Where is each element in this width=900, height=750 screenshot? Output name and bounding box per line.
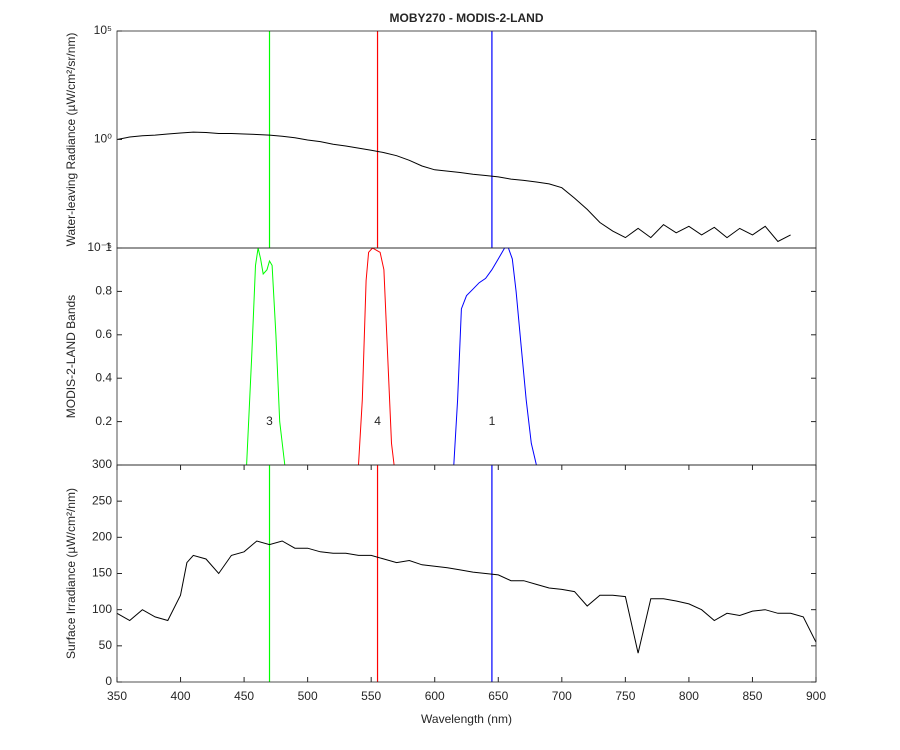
x-tick-label: 600 — [425, 689, 445, 703]
y-axis-label: MODIS-2-LAND Bands — [64, 295, 78, 418]
y-axis-label: Water-leaving Radiance (µW/cm²/sr/nm) — [64, 33, 78, 247]
x-tick-label: 800 — [679, 689, 699, 703]
y-tick-label: 10⁰ — [94, 132, 112, 146]
y-axis-label: Surface Irradiance (µW/cm²/nm) — [64, 488, 78, 659]
band-label: 4 — [374, 414, 381, 428]
plot-frame — [116, 30, 817, 249]
x-tick-label: 400 — [171, 689, 191, 703]
y-tick-label: 200 — [92, 530, 112, 544]
y-tick-label: 0.6 — [95, 327, 112, 341]
x-tick-label: 450 — [234, 689, 254, 703]
y-tick-label: 0.4 — [95, 370, 112, 384]
y-tick-label: 10⁵ — [94, 23, 112, 37]
y-tick-label: 250 — [92, 493, 112, 507]
data-line — [116, 131, 791, 243]
x-tick-label: 850 — [742, 689, 762, 703]
y-tick-label: 150 — [92, 566, 112, 580]
x-tick-label: 550 — [361, 689, 381, 703]
x-tick-label: 700 — [552, 689, 572, 703]
data-line — [358, 247, 395, 466]
data-line — [453, 247, 537, 466]
plot-frame — [116, 464, 817, 683]
band-label: 1 — [489, 414, 496, 428]
plot-frame — [116, 247, 817, 466]
y-tick-label: 10⁻⁵ — [87, 240, 112, 254]
chart-title: MOBY270 - MODIS-2-LAND — [389, 11, 543, 25]
y-tick-label: 0 — [105, 674, 112, 688]
y-tick-label: 1 — [105, 240, 112, 254]
x-tick-label: 500 — [298, 689, 318, 703]
y-tick-label: 100 — [92, 602, 112, 616]
x-tick-label: 900 — [806, 689, 826, 703]
x-tick-label: 650 — [488, 689, 508, 703]
data-line — [116, 540, 817, 654]
y-tick-label: 50 — [99, 638, 113, 652]
x-axis-label: Wavelength (nm) — [421, 712, 512, 726]
y-tick-label: 0.2 — [95, 414, 112, 428]
x-tick-label: 750 — [615, 689, 635, 703]
x-tick-label: 350 — [107, 689, 127, 703]
data-line — [246, 247, 286, 466]
band-label: 3 — [266, 414, 273, 428]
y-tick-label: 300 — [92, 457, 112, 471]
y-tick-label: 0.8 — [95, 284, 112, 298]
